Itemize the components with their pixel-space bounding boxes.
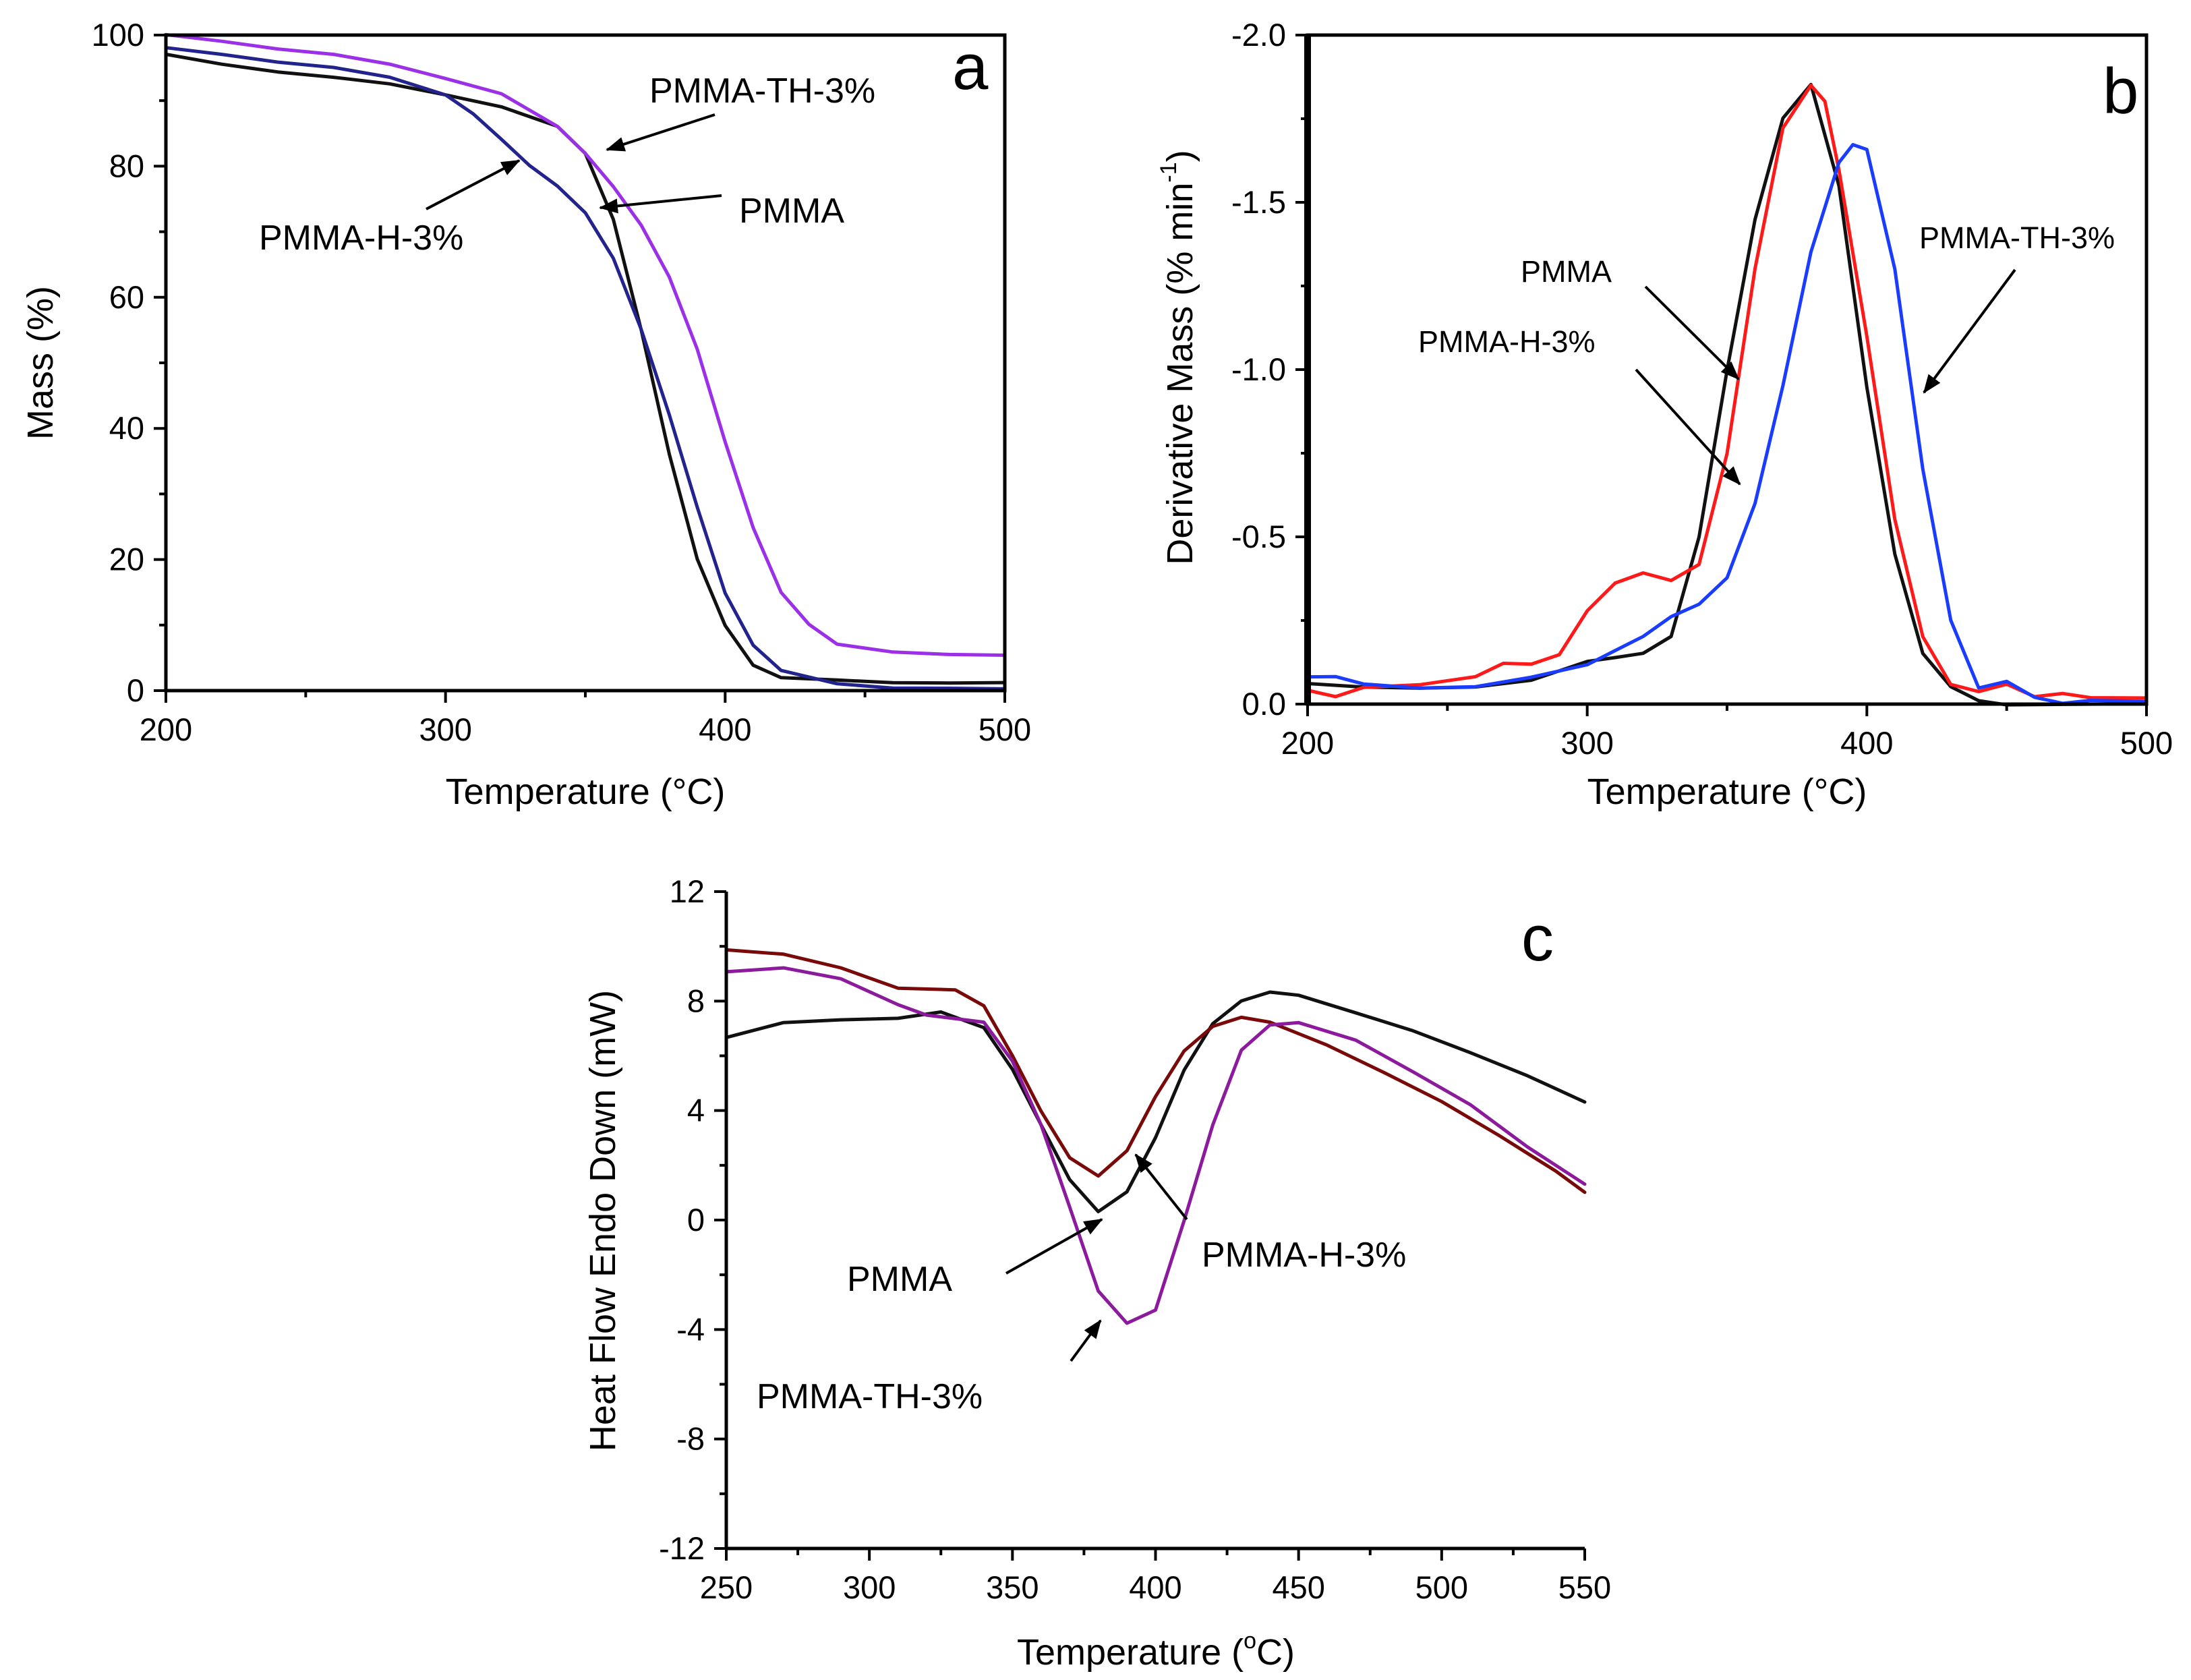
series-line-pmma-th-3-: [1306, 143, 2149, 705]
series-line-pmma-h-3-: [164, 46, 1007, 691]
x-tick-label: 200: [140, 712, 192, 747]
y-tick-label: 100: [92, 17, 144, 53]
panel-c-arrow-pmma-h: [1134, 1153, 1188, 1221]
panel-a-frame: [164, 33, 1007, 693]
panel-c-arrow-pmma: [1005, 1218, 1103, 1275]
x-tick-label: 500: [2120, 725, 2173, 761]
x-tick-label: 500: [978, 712, 1031, 747]
x-tick-label: 300: [843, 1569, 896, 1605]
y-tick-label: 4: [687, 1093, 705, 1128]
y-tick-label: 80: [109, 148, 144, 183]
panel-c-chart: 250 300 350 400 450 500 550 -12 -8 -4 0 4 8 12 Temper…: [583, 873, 1611, 1673]
x-tick-label: 400: [1129, 1569, 1181, 1605]
series-line-pmma: [1306, 82, 2149, 707]
panel-c-label-pmma: PMMA: [847, 1260, 952, 1299]
panel-a-xlabel: Temperature (°C): [446, 772, 726, 812]
x-tick-label: 500: [1415, 1569, 1468, 1605]
panel-c-label-pmma-h: PMMA-H-3%: [1202, 1236, 1406, 1275]
panel-a-arrow-pmma-h: [426, 159, 521, 210]
series-line-pmma-h-3-: [724, 948, 1587, 1194]
x-tick-label: 200: [1281, 725, 1334, 761]
y-tick-label: 12: [670, 873, 705, 909]
series-line-pmma-th-3-: [724, 966, 1587, 1325]
panel-b-label-pmma: PMMA: [1521, 254, 1612, 289]
y-tick-label: 0: [687, 1202, 705, 1238]
panel-a-label-pmma: PMMA: [739, 192, 844, 231]
panel-a-label-pmma-th: PMMA-TH-3%: [649, 71, 875, 111]
y-tick-label: 8: [687, 983, 705, 1018]
panel-a-chart: 200 300 400 500 0 20 40 60 80 100 Temperature (°C…: [20, 17, 1031, 812]
panel-c-ylabel: Heat Flow Endo Down (mW): [583, 990, 623, 1451]
panel-a-arrow-pmma-th: [606, 113, 715, 152]
panel-b-arrow-pmma-th: [1923, 268, 2016, 394]
x-tick-label: 450: [1272, 1569, 1324, 1605]
y-tick-label: -0.5: [1231, 519, 1286, 554]
y-tick-label: 60: [109, 279, 144, 315]
panel-c-xlabel: Temperature (oC): [1017, 1628, 1295, 1673]
y-tick-label: 0: [127, 672, 144, 708]
x-tick-label: 250: [700, 1569, 753, 1605]
panel-c-label-pmma-th: PMMA-TH-3%: [757, 1377, 983, 1416]
y-tick-label: -1.0: [1231, 351, 1286, 387]
series-line-pmma-h-3-: [1306, 84, 2149, 700]
x-tick-label: 300: [419, 712, 471, 747]
panel-b-label-pmma-th: PMMA-TH-3%: [1919, 221, 2115, 255]
panel-b-arrow-pmma: [1644, 285, 1740, 380]
panel-c-arrow-pmma-th: [1070, 1319, 1102, 1362]
y-tick-label: -2.0: [1231, 17, 1286, 53]
panel-b-ylabel: Derivative Mass (% min-1): [1156, 150, 1200, 564]
panel-a-ylabel: Mass (%): [20, 286, 61, 440]
x-tick-label: 550: [1558, 1569, 1611, 1605]
y-tick-label: -12: [659, 1530, 705, 1566]
series-line-pmma: [164, 53, 1007, 685]
panel-c-letter: c: [1521, 902, 1554, 975]
y-tick-label: 0.0: [1242, 686, 1286, 722]
x-tick-label: 300: [1560, 725, 1613, 761]
panel-a-letter: a: [952, 31, 989, 103]
y-tick-label: -8: [676, 1421, 705, 1457]
panel-b-xlabel: Temperature (°C): [1587, 772, 1867, 812]
panel-b-letter: b: [2103, 55, 2138, 127]
y-tick-label: 40: [109, 410, 144, 446]
x-tick-label: 400: [699, 712, 751, 747]
y-tick-label: -4: [676, 1311, 705, 1347]
x-tick-label: 350: [986, 1569, 1039, 1605]
y-tick-label: -1.5: [1231, 184, 1286, 220]
panel-a-arrow-pmma: [599, 194, 722, 214]
panel-b-chart: 200 300 400 500 0.0 -0.5 -1.0 -1.5 -2.0 Temperat…: [1156, 17, 2173, 812]
panel-b-arrow-pmma-h: [1635, 368, 1741, 486]
panel-a-label-pmma-h: PMMA-H-3%: [259, 219, 463, 258]
y-tick-label: 20: [109, 542, 144, 577]
series-line-pmma-th-3-: [164, 32, 1007, 657]
x-tick-label: 400: [1840, 725, 1893, 761]
panel-b-label-pmma-h: PMMA-H-3%: [1418, 324, 1596, 359]
